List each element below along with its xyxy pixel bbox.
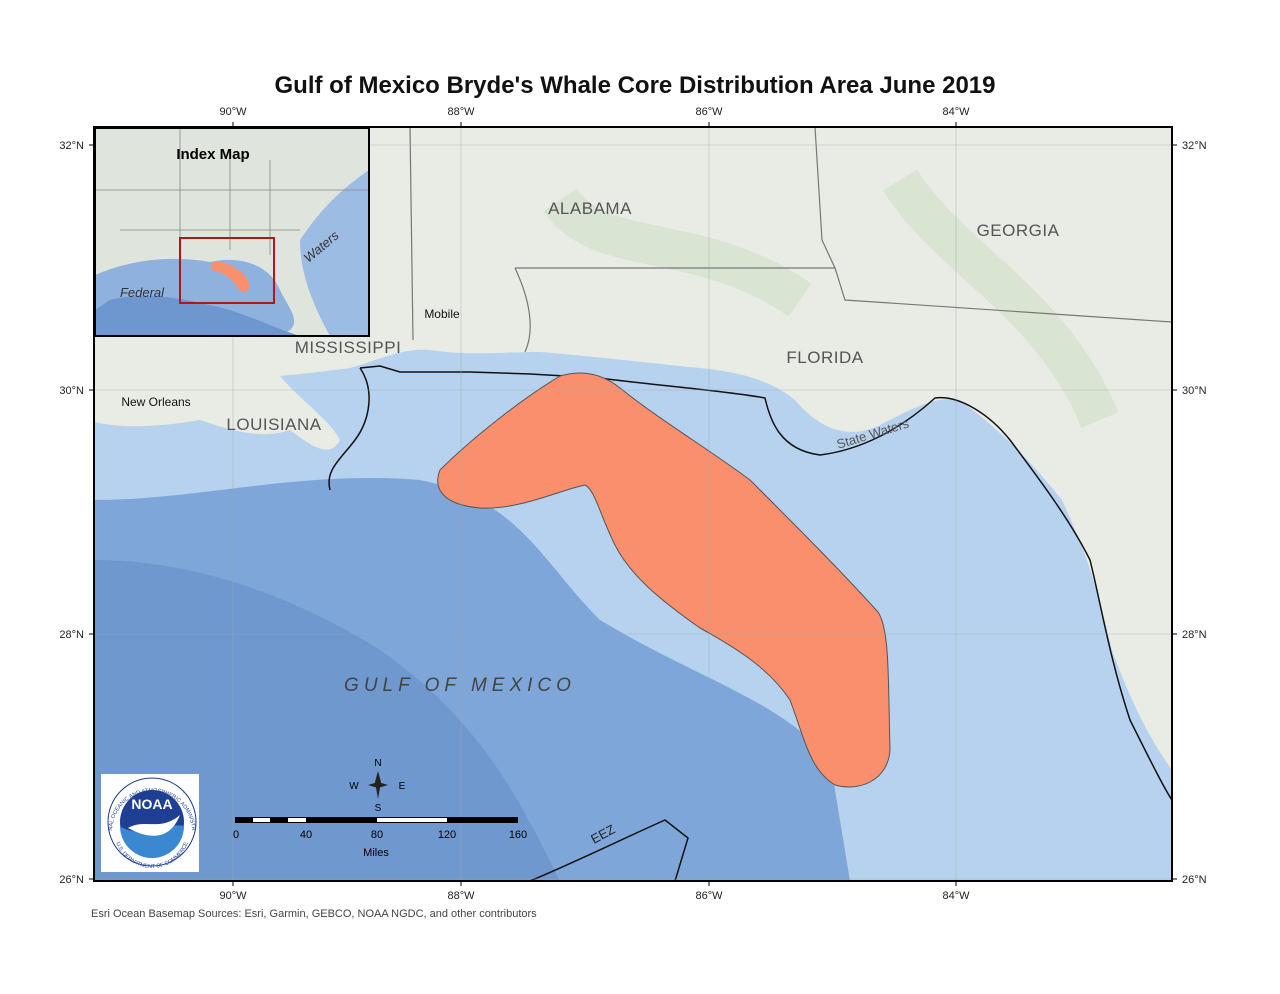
compass-s: S bbox=[375, 803, 382, 814]
eez-boundary bbox=[529, 819, 689, 881]
state-label: MISSISSIPPI bbox=[295, 338, 402, 357]
credits: Esri Ocean Basemap Sources: Esri, Garmin… bbox=[91, 908, 537, 920]
lat-label: 28°N bbox=[1182, 629, 1207, 641]
state-label: FLORIDA bbox=[786, 348, 863, 367]
lon-label: 88°W bbox=[447, 106, 475, 118]
lat-label: 28°N bbox=[59, 629, 84, 641]
map-body bbox=[94, 127, 1172, 881]
abyssal-plain bbox=[94, 560, 560, 881]
city-label: Mobile bbox=[424, 307, 460, 321]
compass-e: E bbox=[399, 781, 406, 792]
lon-label: 88°W bbox=[447, 890, 475, 902]
index-map bbox=[95, 128, 369, 336]
lat-label: 30°N bbox=[1182, 385, 1207, 397]
state-label: LOUISIANA bbox=[226, 415, 321, 434]
index-map-label: Federal bbox=[120, 285, 165, 300]
lat-label: 26°N bbox=[59, 874, 84, 886]
scale-bar: Miles 0 40 80 120 160 bbox=[233, 817, 527, 859]
state-waters-boundary-west bbox=[328, 367, 370, 491]
lon-label: 84°W bbox=[942, 890, 970, 902]
logo-name: NOAA bbox=[131, 796, 172, 812]
lat-label: 32°N bbox=[1182, 140, 1207, 152]
lon-label: 90°W bbox=[219, 106, 247, 118]
compass: N W E S bbox=[349, 758, 405, 814]
map-frame bbox=[93, 126, 1173, 882]
scale-tick-label: 40 bbox=[300, 829, 312, 841]
state-label: ALABAMA bbox=[548, 199, 632, 218]
state-boundaries bbox=[409, 127, 1172, 353]
state-waters-boundary bbox=[359, 365, 1172, 801]
core-distribution-area bbox=[437, 372, 891, 788]
scale-tick-label: 0 bbox=[233, 829, 239, 841]
scale-unit: Miles bbox=[363, 847, 389, 859]
city-label: New Orleans bbox=[121, 395, 190, 409]
graticule-ticks: 90°W 90°W 88°W 88°W 86°W 86°W 84°W 84°W 32°N 32°N… bbox=[59, 106, 1206, 902]
lon-label: 90°W bbox=[219, 890, 247, 902]
map-title: Gulf of Mexico Bryde's Whale Core Distri… bbox=[275, 72, 996, 99]
scale-tick-label: 80 bbox=[371, 829, 383, 841]
lon-label: 86°W bbox=[695, 890, 723, 902]
index-map-frame bbox=[94, 127, 370, 337]
state-label: GEORGIA bbox=[977, 221, 1060, 240]
graticule bbox=[94, 127, 1172, 881]
scale-tick-label: 120 bbox=[438, 829, 456, 841]
lat-label: 26°N bbox=[1182, 874, 1207, 886]
lat-label: 32°N bbox=[59, 140, 84, 152]
compass-w: W bbox=[349, 781, 359, 792]
scale-tick-label: 160 bbox=[509, 829, 527, 841]
lon-label: 86°W bbox=[695, 106, 723, 118]
index-map-title: Index Map bbox=[176, 146, 249, 163]
water-label: GULF OF MEXICO bbox=[344, 675, 576, 696]
lat-label: 30°N bbox=[59, 385, 84, 397]
lon-label: 84°W bbox=[942, 106, 970, 118]
compass-n: N bbox=[374, 758, 381, 769]
